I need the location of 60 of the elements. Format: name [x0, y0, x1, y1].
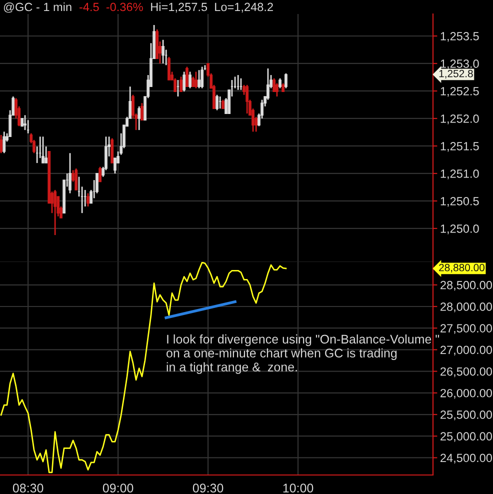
candlestick — [192, 76, 195, 88]
candlestick — [98, 166, 102, 182]
candlestick — [284, 72, 288, 89]
y-tick-label: 1,250.0 — [440, 224, 479, 234]
text: Hi=1,257.5 Lo=1,248.2 — [151, 2, 273, 13]
candlestick — [68, 152, 72, 194]
candlestick — [162, 39, 165, 64]
candlestick — [138, 106, 141, 131]
x-tick-label: 09:30 — [192, 484, 224, 493]
y-tick-label: 26,500.00 — [440, 367, 492, 378]
candlestick — [44, 146, 48, 164]
y-tick-label: 27,500.00 — [440, 324, 492, 334]
y-tick-label: 1,251.0 — [440, 170, 479, 180]
y-tick-label: 24,500.00 — [440, 454, 492, 464]
y-tick-label: 1,253.0 — [440, 60, 479, 70]
y-tick-label: 1,252.5 — [440, 87, 479, 97]
candlestick — [200, 66, 204, 89]
candlestick — [278, 78, 282, 89]
y-tick-label: 1,252.0 — [440, 114, 479, 124]
y-tick-label: 28,500.00 — [440, 280, 492, 291]
y-tick-label: 25,000.00 — [440, 432, 492, 442]
candlestick — [186, 66, 188, 88]
candlestick — [2, 130, 6, 154]
y-tick-label: 28,000.00 — [440, 302, 492, 312]
candlestick — [74, 168, 78, 191]
candlestick — [168, 56, 170, 81]
candlestick — [272, 78, 276, 92]
candlestick — [96, 172, 98, 194]
text: 1,252.8 — [439, 70, 473, 79]
candlestick — [246, 84, 249, 114]
candlestick — [276, 82, 278, 98]
chart-subtitle: -4.5 -0.36% — [80, 2, 143, 12]
y-tick-label: 26,000.00 — [440, 388, 492, 399]
candlestick — [114, 157, 116, 174]
candlestick — [0, 134, 3, 154]
candlestick — [54, 189, 57, 236]
candlestick — [216, 94, 218, 111]
candlestick — [140, 102, 144, 121]
x-tick-label: 10:00 — [283, 484, 314, 493]
y-tick-label: 1,253.5 — [440, 32, 479, 42]
annotation: I look for divergence using "On-Balance-Volume " on a one-minute chart when GC is trading in a tight range & zone. — [166, 334, 440, 374]
y-tick-label: 1,250.5 — [440, 196, 479, 207]
candlestick — [188, 71, 192, 89]
candlestick — [194, 71, 198, 89]
candlestick — [266, 68, 270, 100]
candlestick — [180, 76, 182, 92]
candlestick — [110, 138, 114, 164]
text: 28,880.00 — [439, 264, 484, 273]
candlestick — [42, 136, 44, 164]
x-tick-label: 09:00 — [102, 484, 134, 493]
candlestick — [174, 78, 177, 92]
y-tick-label: 25,500.00 — [440, 410, 492, 420]
candlestick — [86, 192, 90, 208]
candlestick — [198, 69, 200, 89]
candlestick — [24, 114, 26, 131]
y-tick-label: 1,251.5 — [440, 142, 479, 152]
chart-title: @GC - 1 min — [4, 2, 72, 13]
y-tick-label: 27,000.00 — [440, 346, 492, 356]
candlestick — [182, 71, 186, 92]
x-tick-label: 08:30 — [12, 484, 44, 493]
